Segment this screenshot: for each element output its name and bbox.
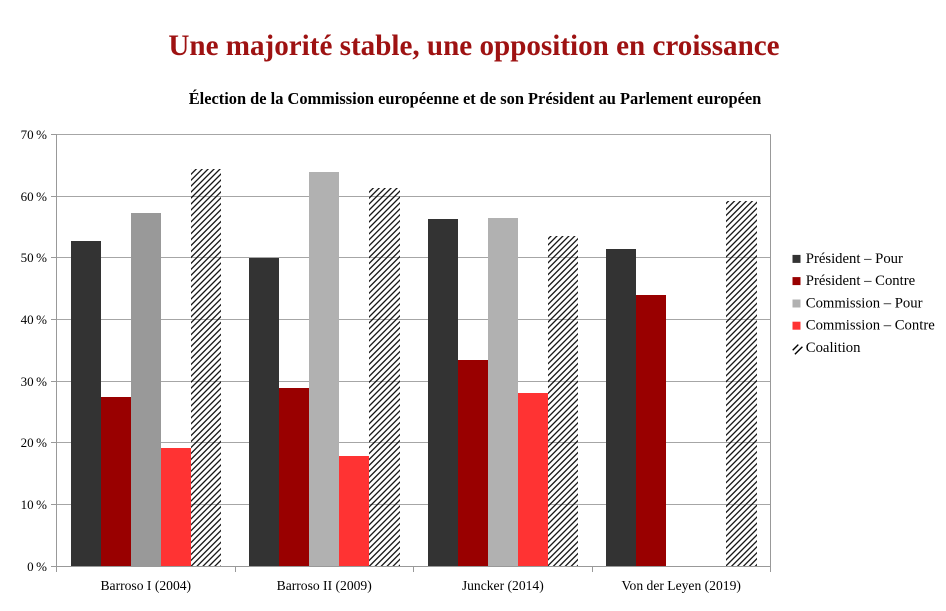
svg-text:Président – Contre: Président – Contre [806,273,916,289]
svg-text:Coalition: Coalition [806,340,861,356]
svg-text:10 %: 10 % [21,497,48,512]
svg-text:60 %: 60 % [21,189,48,204]
svg-text:Commission – Contre: Commission – Contre [806,318,935,334]
svg-text:50 %: 50 % [21,250,48,265]
svg-text:30 %: 30 % [21,374,48,389]
svg-text:Von der Leyen (2019): Von der Leyen (2019) [621,578,740,594]
svg-text:Barroso II (2009): Barroso II (2009) [277,578,372,594]
svg-text:Une majorité stable, une oppos: Une majorité stable, une opposition en c… [168,30,779,62]
svg-text:Élection de la Commission euro: Élection de la Commission européenne et … [189,89,762,108]
svg-text:40 %: 40 % [21,312,48,327]
svg-text:Barroso I (2004): Barroso I (2004) [100,578,191,594]
svg-text:Président – Pour: Président – Pour [806,251,903,267]
svg-text:70 %: 70 % [21,127,48,142]
svg-text:0 %: 0 % [27,559,47,574]
svg-text:Juncker (2014): Juncker (2014) [462,578,544,594]
svg-text:20 %: 20 % [21,435,48,450]
svg-text:Commission – Pour: Commission – Pour [806,295,923,311]
